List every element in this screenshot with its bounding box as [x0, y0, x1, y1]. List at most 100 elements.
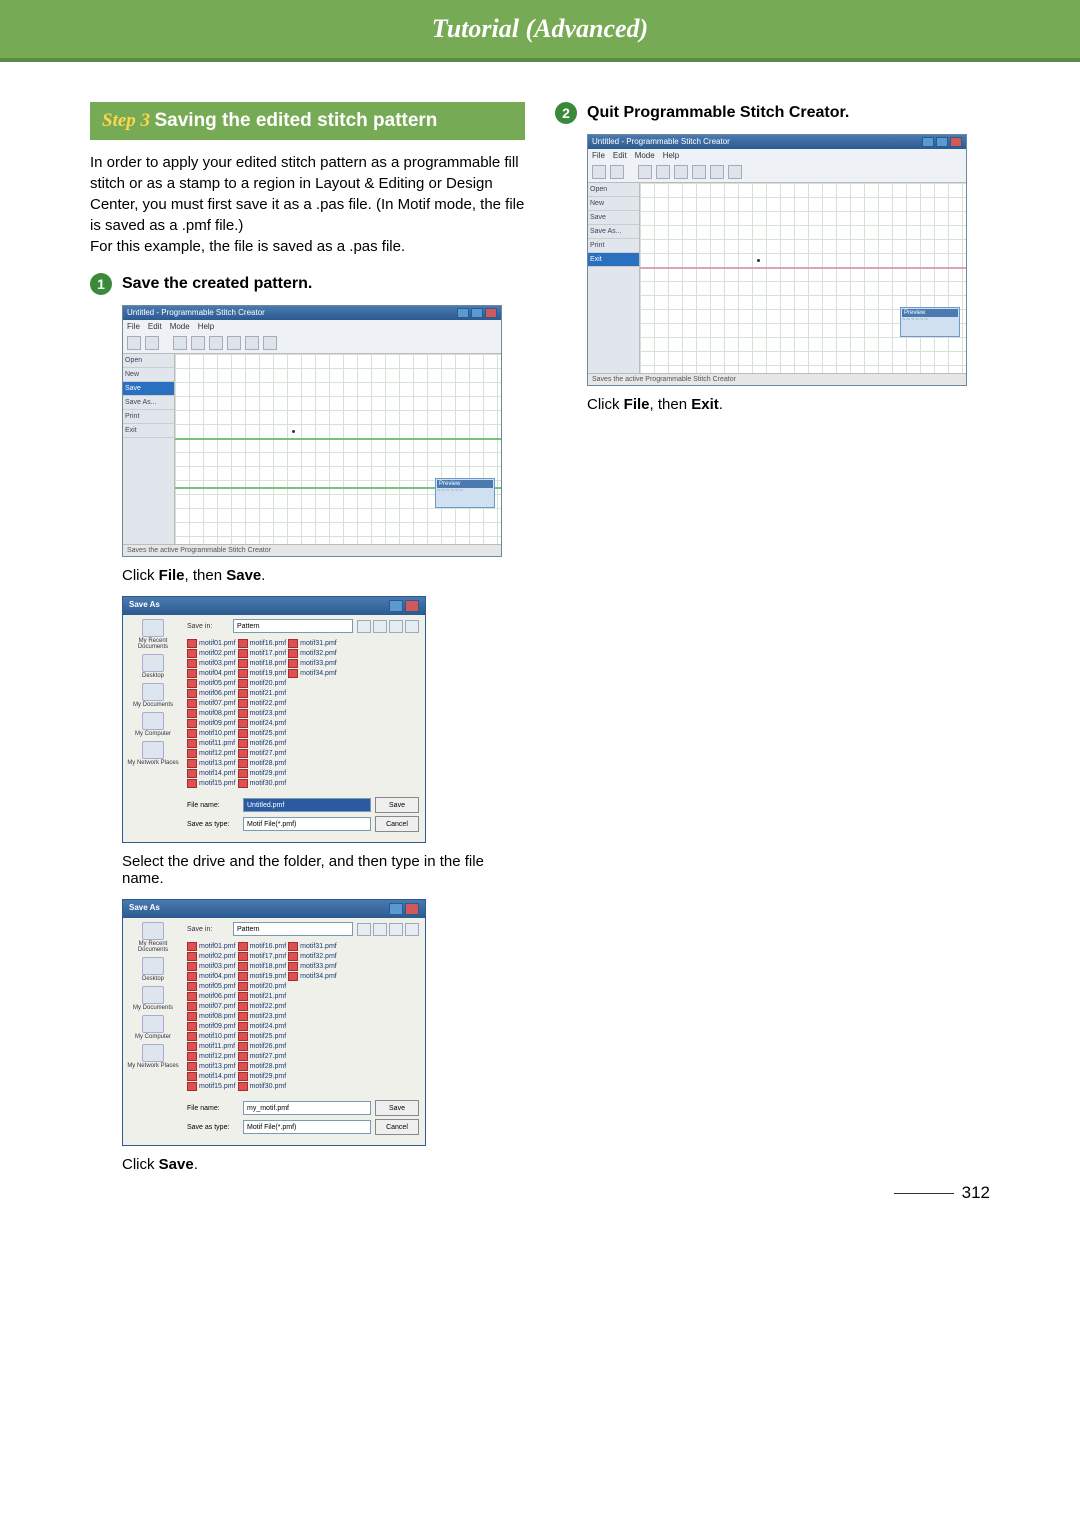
file-icon	[187, 669, 197, 678]
file-icon	[187, 779, 197, 788]
file-icon	[187, 1022, 197, 1031]
canvas-grid: Preview ~~~~~~	[175, 354, 501, 544]
file-item: motif16.pmf	[238, 639, 287, 648]
back-icon	[357, 923, 371, 936]
file-item: motif21.pmf	[238, 689, 287, 698]
file-item: motif13.pmf	[187, 759, 236, 768]
file-icon	[187, 992, 197, 1001]
file-item: motif04.pmf	[187, 972, 236, 981]
file-icon	[187, 769, 197, 778]
file-list: motif01.pmfmotif02.pmfmotif03.pmfmotif04…	[187, 637, 419, 794]
file-icon	[187, 699, 197, 708]
file-item: motif20.pmf	[238, 982, 287, 991]
file-icon	[187, 1032, 197, 1041]
file-item: motif02.pmf	[187, 649, 236, 658]
file-item: motif24.pmf	[238, 1022, 287, 1031]
file-icon	[238, 649, 248, 658]
file-item: motif05.pmf	[187, 982, 236, 991]
file-icon	[187, 1072, 197, 1081]
file-item: motif24.pmf	[238, 719, 287, 728]
help-icon	[389, 903, 403, 915]
file-item: motif30.pmf	[238, 779, 287, 788]
save-button: Save	[375, 1100, 419, 1116]
page-header: Tutorial (Advanced)	[0, 0, 1080, 62]
file-icon	[238, 669, 248, 678]
file-item: motif29.pmf	[238, 1072, 287, 1081]
file-item: motif05.pmf	[187, 679, 236, 688]
documents-icon	[142, 986, 164, 1004]
file-icon	[187, 1052, 197, 1061]
file-icon	[288, 669, 298, 678]
file-item: motif25.pmf	[238, 1032, 287, 1041]
screenshot-save-dialog-2: Save As My Recent Documents Desktop My D…	[122, 899, 426, 1146]
file-item: motif23.pmf	[238, 709, 287, 718]
file-icon	[187, 1002, 197, 1011]
screenshot-app-exit: Untitled - Programmable Stitch Creator F…	[587, 134, 990, 386]
file-icon	[238, 1042, 248, 1051]
file-item: motif03.pmf	[187, 659, 236, 668]
file-item: motif12.pmf	[187, 749, 236, 758]
file-icon	[238, 679, 248, 688]
file-icon	[187, 952, 197, 961]
file-icon	[187, 659, 197, 668]
file-icon	[238, 739, 248, 748]
toolbar-button	[127, 336, 141, 350]
file-icon	[238, 689, 248, 698]
cancel-button: Cancel	[375, 1119, 419, 1135]
file-icon	[238, 729, 248, 738]
file-item: motif11.pmf	[187, 1042, 236, 1051]
close-icon	[950, 137, 962, 147]
file-item: motif33.pmf	[288, 659, 337, 668]
status-bar: Saves the active Programmable Stitch Cre…	[123, 544, 501, 556]
file-item: motif20.pmf	[238, 679, 287, 688]
file-icon	[288, 952, 298, 961]
places-bar: My Recent Documents Desktop My Documents…	[123, 615, 183, 842]
toolbar-button	[191, 336, 205, 350]
preview-panel: Preview ~~~~~~	[435, 478, 495, 508]
caption-click-file-exit: Click File, then Exit.	[587, 396, 990, 413]
file-icon	[238, 759, 248, 768]
file-item: motif14.pmf	[187, 769, 236, 778]
file-icon	[238, 1082, 248, 1091]
file-icon	[187, 1082, 197, 1091]
file-icon	[187, 729, 197, 738]
filename-input: Untitled.pmf	[243, 798, 371, 812]
file-item: motif01.pmf	[187, 942, 236, 951]
file-icon	[187, 982, 197, 991]
file-icon	[187, 972, 197, 981]
file-item: motif31.pmf	[288, 639, 337, 648]
toolbar-button	[592, 165, 606, 179]
folder-icon	[142, 922, 164, 940]
substep-badge-2: 2	[555, 102, 577, 124]
substep-title-2: Quit Programmable Stitch Creator.	[587, 102, 849, 122]
file-icon	[187, 719, 197, 728]
filename-label: File name:	[187, 1105, 239, 1112]
file-icon	[288, 942, 298, 951]
step-number: Step 3	[102, 110, 150, 131]
file-item: motif08.pmf	[187, 709, 236, 718]
minimize-icon	[922, 137, 934, 147]
filetype-combo: Motif File(*.pmf)	[243, 1120, 371, 1134]
dialog-title: Save As	[129, 600, 160, 612]
file-icon	[187, 739, 197, 748]
close-icon	[405, 600, 419, 612]
maximize-icon	[936, 137, 948, 147]
file-icon	[238, 972, 248, 981]
folder-icon	[142, 619, 164, 637]
save-button: Save	[375, 797, 419, 813]
file-item: motif21.pmf	[238, 992, 287, 1001]
cancel-button: Cancel	[375, 816, 419, 832]
file-icon	[238, 1012, 248, 1021]
file-item: motif34.pmf	[288, 669, 337, 678]
file-item: motif09.pmf	[187, 719, 236, 728]
file-item: motif16.pmf	[238, 942, 287, 951]
back-icon	[357, 620, 371, 633]
close-icon	[485, 308, 497, 318]
file-item: motif28.pmf	[238, 1062, 287, 1071]
savein-label: Save in:	[187, 926, 229, 933]
status-bar: Saves the active Programmable Stitch Cre…	[588, 373, 966, 385]
desktop-icon	[142, 957, 164, 975]
file-item: motif27.pmf	[238, 1052, 287, 1061]
file-item: motif07.pmf	[187, 1002, 236, 1011]
network-icon	[142, 741, 164, 759]
